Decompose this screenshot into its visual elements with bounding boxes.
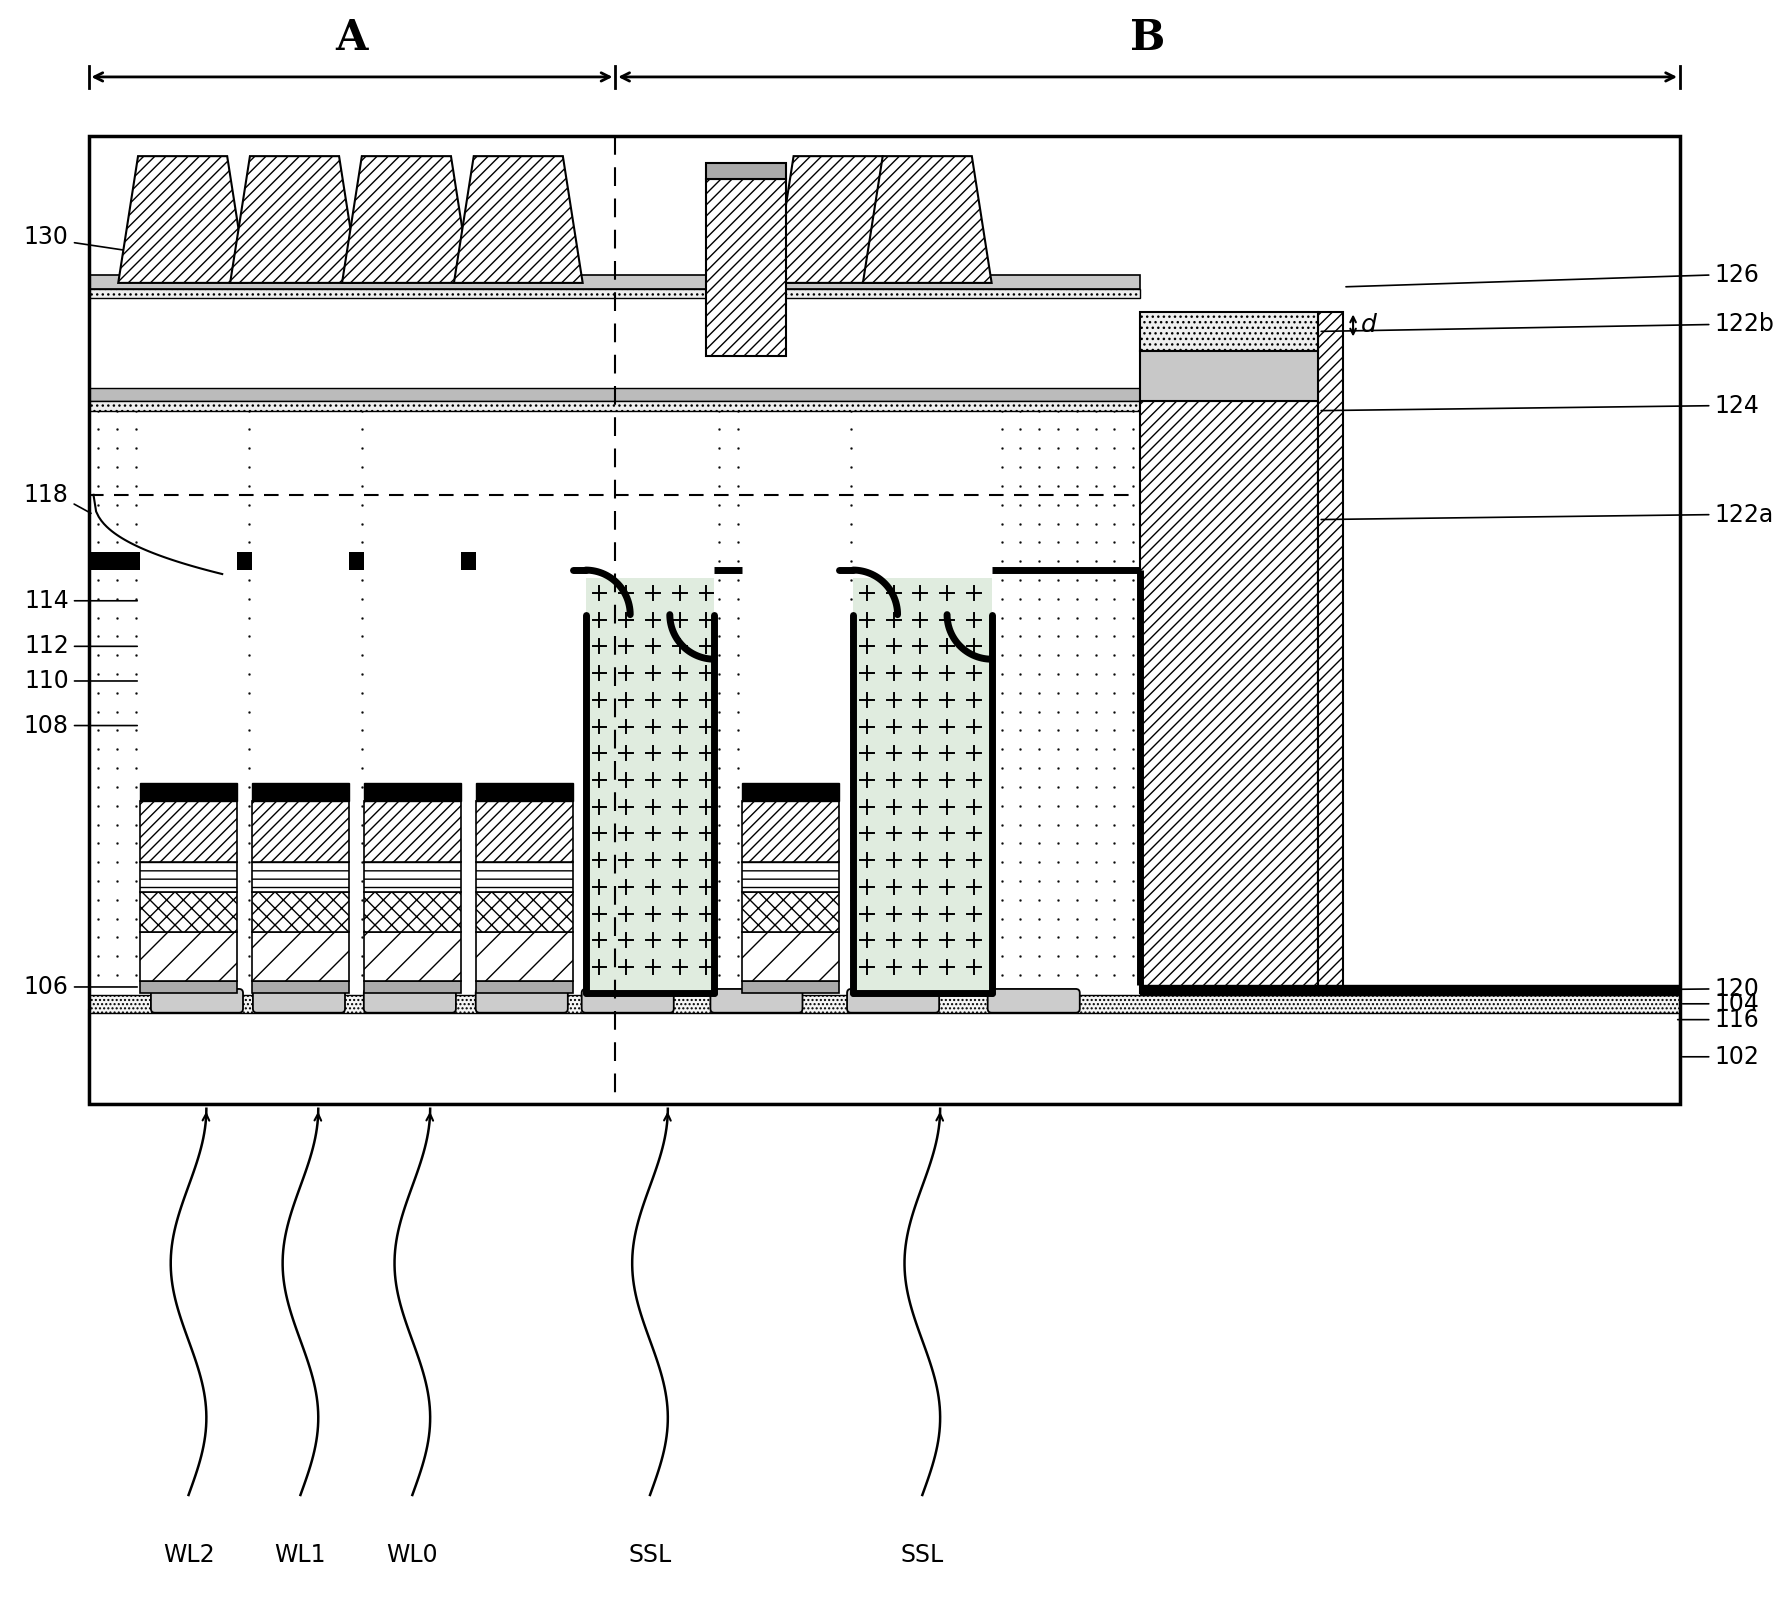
Bar: [251, 784, 349, 801]
Text: B: B: [1130, 18, 1165, 60]
Bar: [237, 552, 251, 570]
Bar: [476, 891, 572, 932]
Text: 110: 110: [23, 669, 69, 693]
Bar: [89, 1010, 1679, 1104]
FancyBboxPatch shape: [709, 990, 802, 1012]
Bar: [141, 932, 237, 981]
Text: 116: 116: [1714, 1007, 1759, 1031]
Bar: [1139, 401, 1317, 993]
Polygon shape: [454, 156, 583, 283]
Text: WL0: WL0: [387, 1543, 438, 1567]
FancyBboxPatch shape: [151, 990, 242, 1012]
Bar: [706, 179, 786, 356]
Bar: [364, 784, 460, 801]
Text: 104: 104: [1714, 991, 1759, 1015]
Bar: [476, 932, 572, 981]
Bar: [364, 891, 460, 932]
Polygon shape: [342, 156, 470, 283]
Bar: [460, 552, 476, 570]
Bar: [741, 784, 839, 801]
Text: 112: 112: [23, 634, 69, 658]
Bar: [251, 801, 349, 862]
Text: 130: 130: [23, 225, 69, 249]
FancyBboxPatch shape: [846, 990, 939, 1012]
Text: 124: 124: [1714, 394, 1759, 418]
Text: c: c: [804, 159, 816, 183]
Text: 118: 118: [23, 483, 69, 507]
Bar: [89, 994, 1679, 1012]
FancyBboxPatch shape: [476, 990, 567, 1012]
Bar: [1139, 312, 1317, 351]
Bar: [89, 290, 1139, 298]
Text: 114: 114: [23, 589, 69, 613]
Polygon shape: [862, 156, 991, 283]
Bar: [89, 388, 1139, 401]
Text: WL1: WL1: [274, 1543, 326, 1567]
Text: A: A: [335, 18, 367, 60]
Bar: [364, 862, 460, 891]
Text: 106: 106: [23, 975, 69, 999]
FancyBboxPatch shape: [364, 990, 456, 1012]
FancyBboxPatch shape: [987, 990, 1080, 1012]
Bar: [1139, 351, 1317, 401]
Bar: [251, 932, 349, 981]
Bar: [476, 801, 572, 862]
Text: 122b: 122b: [1714, 312, 1773, 336]
Bar: [364, 932, 460, 981]
Bar: [741, 801, 839, 862]
Bar: [741, 932, 839, 981]
Bar: [364, 801, 460, 862]
Polygon shape: [118, 156, 248, 283]
Text: SSL: SSL: [900, 1543, 943, 1567]
Text: 126: 126: [1714, 262, 1759, 286]
FancyBboxPatch shape: [581, 990, 674, 1012]
Bar: [89, 401, 1139, 410]
Bar: [89, 401, 1139, 993]
Polygon shape: [773, 156, 902, 283]
Text: 102: 102: [1714, 1044, 1759, 1068]
Bar: [141, 801, 237, 862]
Bar: [349, 552, 364, 570]
Bar: [141, 862, 237, 891]
Bar: [89, 552, 141, 570]
Bar: [476, 784, 572, 801]
Text: 126: 126: [773, 183, 818, 208]
Bar: [141, 981, 237, 993]
Bar: [741, 891, 839, 932]
Bar: [1317, 312, 1342, 993]
Bar: [251, 862, 349, 891]
Text: 120: 120: [1714, 977, 1759, 1001]
Text: SSL: SSL: [627, 1543, 672, 1567]
Bar: [476, 981, 572, 993]
Bar: [141, 891, 237, 932]
Text: d: d: [1360, 314, 1376, 338]
Text: WL2: WL2: [162, 1543, 214, 1567]
Bar: [251, 981, 349, 993]
Bar: [89, 275, 1139, 290]
Bar: [852, 578, 991, 993]
Text: 122a: 122a: [1714, 502, 1773, 526]
Text: 108: 108: [23, 713, 69, 737]
Bar: [251, 891, 349, 932]
Bar: [1139, 985, 1679, 994]
FancyBboxPatch shape: [253, 990, 344, 1012]
Bar: [141, 784, 237, 801]
Bar: [706, 163, 786, 179]
Bar: [584, 578, 715, 993]
Bar: [741, 862, 839, 891]
Bar: [364, 981, 460, 993]
Polygon shape: [230, 156, 358, 283]
Bar: [741, 981, 839, 993]
Bar: [89, 137, 1679, 1104]
Bar: [476, 862, 572, 891]
